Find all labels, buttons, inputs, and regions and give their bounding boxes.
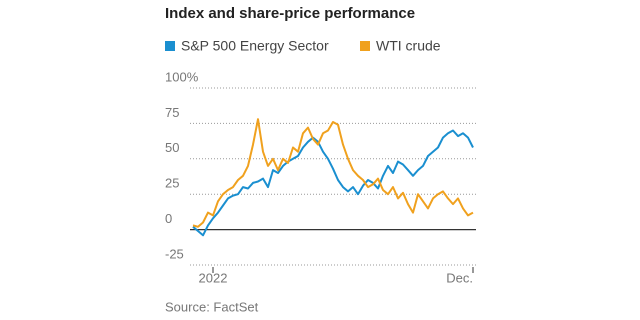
- legend-swatch: [360, 41, 370, 51]
- y-tick-label: 25: [165, 176, 179, 191]
- y-tick-label: 100%: [165, 69, 199, 84]
- source: Source: FactSet: [165, 299, 259, 314]
- series-line: [192, 118, 474, 228]
- y-tick-label: 0: [165, 211, 172, 226]
- series-line: [192, 129, 474, 237]
- y-tick-label: -25: [165, 246, 184, 261]
- y-tick-label: 50: [165, 140, 179, 155]
- x-tick-label: 2022: [199, 270, 228, 285]
- x-tick-label: Dec.: [446, 270, 473, 285]
- legend-label: WTI crude: [376, 38, 441, 54]
- chart-title: Index and share-price performance: [165, 5, 415, 22]
- legend-label: S&P 500 Energy Sector: [181, 38, 329, 54]
- y-tick-label: 75: [165, 105, 179, 120]
- legend-swatch: [165, 41, 175, 51]
